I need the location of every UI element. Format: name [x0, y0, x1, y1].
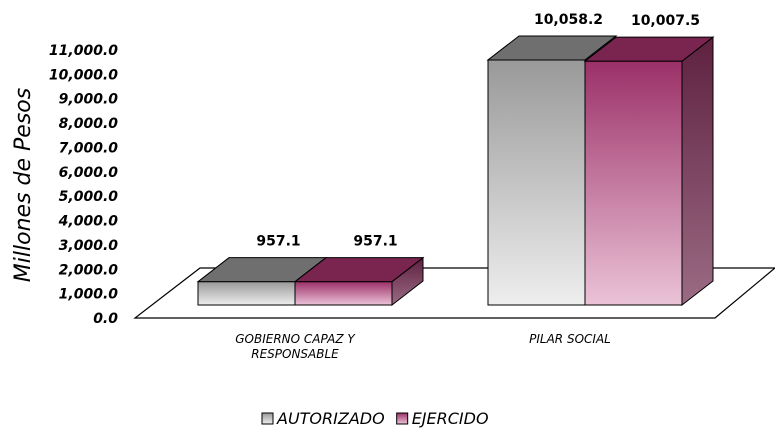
- bar-top: [583, 36, 715, 62]
- y-tick-label: 10,000.0: [49, 67, 118, 83]
- bar-top: [486, 35, 618, 61]
- y-tick-label: 0.0: [93, 311, 118, 327]
- legend-swatch: [396, 412, 409, 425]
- bar-top: [293, 257, 425, 283]
- bar: [196, 257, 328, 306]
- y-tick-label: 2,000.0: [59, 262, 119, 278]
- bar: [486, 35, 618, 306]
- value-label: 10,007.5: [631, 13, 700, 29]
- value-label: 957.1: [256, 234, 300, 250]
- y-tick-label: 1,000.0: [59, 287, 119, 303]
- x-tick-label: GOBIERNO CAPAZ Y RESPONSABLE: [235, 332, 355, 361]
- y-tick-label: 5,000.0: [59, 189, 119, 205]
- bar-side: [681, 36, 714, 307]
- value-label: 957.1: [353, 234, 397, 250]
- y-tick-label: 11,000.0: [49, 43, 118, 59]
- y-tick-label: 8,000.0: [59, 116, 119, 132]
- value-label: 10,058.2: [534, 12, 603, 28]
- bar-front: [197, 281, 296, 306]
- y-tick-label: 3,000.0: [59, 238, 119, 254]
- legend-label: AUTORIZADO: [276, 409, 385, 428]
- bar-front: [487, 59, 586, 306]
- bar: [293, 256, 425, 307]
- y-tick-label: 7,000.0: [59, 140, 119, 156]
- y-axis-label: Millones de Pesos: [11, 88, 36, 282]
- bar-front: [294, 281, 393, 306]
- bar-front: [584, 60, 683, 306]
- y-tick-label: 9,000.0: [59, 92, 119, 108]
- legend-label: EJERCIDO: [412, 409, 489, 428]
- x-tick-label: PILAR SOCIAL: [529, 332, 611, 346]
- y-tick-label: 6,000.0: [59, 165, 119, 181]
- y-tick-label: 4,000.0: [58, 214, 119, 230]
- bar: [583, 36, 715, 307]
- legend-swatch: [261, 412, 274, 425]
